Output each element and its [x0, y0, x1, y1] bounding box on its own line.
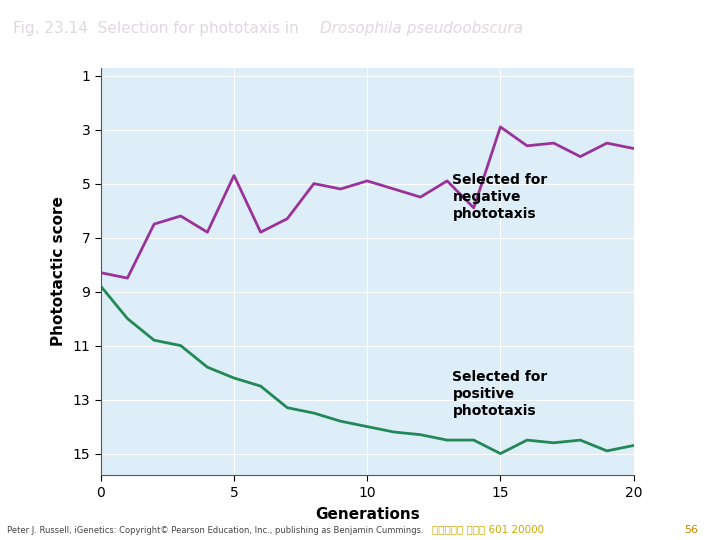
- Text: Selected for
negative
phototaxis: Selected for negative phototaxis: [452, 173, 548, 221]
- Text: Fig. 23.14  Selection for phototaxis in: Fig. 23.14 Selection for phototaxis in: [13, 21, 304, 36]
- Text: Peter J. Russell, iGenetics: Copyright© Pearson Education, Inc., publishing as B: Peter J. Russell, iGenetics: Copyright© …: [7, 525, 424, 535]
- Text: Selected for
positive
phototaxis: Selected for positive phototaxis: [452, 370, 548, 418]
- Text: 56: 56: [685, 524, 698, 535]
- X-axis label: Generations: Generations: [315, 507, 420, 522]
- Text: Drosophila pseudoobscura: Drosophila pseudoobscura: [320, 21, 523, 36]
- Y-axis label: Phototactic score: Phototactic score: [50, 197, 66, 346]
- Text: 台大農藝系 遠傳學 601 20000: 台大農藝系 遠傳學 601 20000: [432, 524, 544, 535]
